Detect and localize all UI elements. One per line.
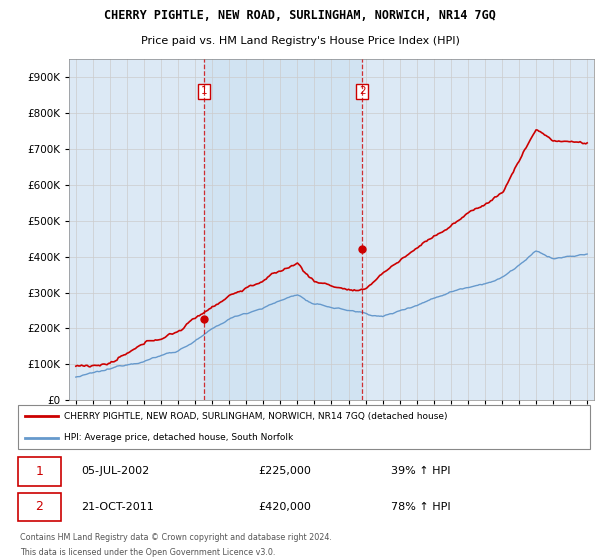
Text: 2: 2	[35, 501, 43, 514]
FancyBboxPatch shape	[18, 405, 590, 449]
Text: 1: 1	[35, 465, 43, 478]
Text: £225,000: £225,000	[258, 466, 311, 477]
FancyBboxPatch shape	[18, 457, 61, 486]
Text: £420,000: £420,000	[258, 502, 311, 512]
Text: 1: 1	[200, 86, 207, 96]
Text: This data is licensed under the Open Government Licence v3.0.: This data is licensed under the Open Gov…	[20, 548, 275, 557]
FancyBboxPatch shape	[18, 493, 61, 521]
Text: Contains HM Land Registry data © Crown copyright and database right 2024.: Contains HM Land Registry data © Crown c…	[20, 533, 332, 542]
Text: Price paid vs. HM Land Registry's House Price Index (HPI): Price paid vs. HM Land Registry's House …	[140, 36, 460, 46]
Text: 39% ↑ HPI: 39% ↑ HPI	[391, 466, 451, 477]
Text: 05-JUL-2002: 05-JUL-2002	[82, 466, 150, 477]
Text: 21-OCT-2011: 21-OCT-2011	[82, 502, 154, 512]
Text: CHERRY PIGHTLE, NEW ROAD, SURLINGHAM, NORWICH, NR14 7GQ (detached house): CHERRY PIGHTLE, NEW ROAD, SURLINGHAM, NO…	[64, 412, 448, 421]
Text: HPI: Average price, detached house, South Norfolk: HPI: Average price, detached house, Sout…	[64, 433, 293, 442]
Bar	[203, 59, 362, 400]
Text: 78% ↑ HPI: 78% ↑ HPI	[391, 502, 451, 512]
Text: CHERRY PIGHTLE, NEW ROAD, SURLINGHAM, NORWICH, NR14 7GQ: CHERRY PIGHTLE, NEW ROAD, SURLINGHAM, NO…	[104, 9, 496, 22]
Text: 2: 2	[359, 86, 365, 96]
